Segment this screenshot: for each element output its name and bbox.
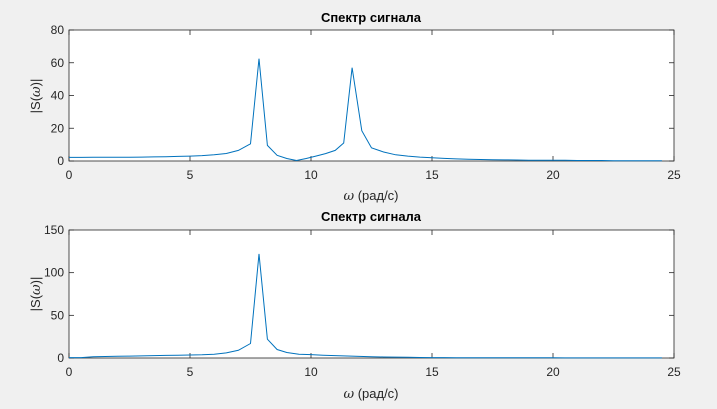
top-x-axis-label: ω (рад/с): [343, 188, 398, 204]
bottom-chart-title: Спектр сигнала: [321, 209, 422, 224]
top-x-tick-label: 0: [66, 168, 73, 182]
bottom-x-tick-label: 10: [304, 365, 318, 379]
top-chart-title: Спектр сигнала: [321, 10, 422, 25]
top-x-tick-label: 25: [667, 168, 681, 182]
bottom-x-ticks: 0 5 10 15 20 25: [66, 230, 681, 379]
bottom-spectrum-line: [69, 253, 662, 359]
top-y-tick-label: 40: [51, 89, 65, 103]
bottom-x-tick-label: 25: [667, 365, 681, 379]
bottom-axes: Спектр сигнала 0 50 100 150 0 5 10 15 20 25 ω (р…: [28, 209, 681, 402]
bottom-y-tick-label: 100: [44, 266, 64, 280]
top-x-ticks: 0 5 10 15 20 25: [66, 30, 681, 182]
bottom-y-tick-label: 50: [51, 308, 65, 322]
top-x-tick-label: 20: [546, 168, 560, 182]
top-y-tick-label: 60: [51, 56, 65, 70]
top-y-tick-label: 80: [51, 23, 65, 37]
top-x-tick-label: 15: [425, 168, 439, 182]
top-axes: Спектр сигнала 0 20 40 60 80 0 5 10 15 20 25 ω (р…: [28, 10, 681, 204]
bottom-x-tick-label: 15: [425, 365, 439, 379]
top-y-axis-label: |S(ω)|: [28, 79, 44, 114]
bottom-x-tick-label: 0: [66, 365, 73, 379]
top-y-ticks: 0 20 40 60 80: [51, 23, 674, 168]
bottom-y-tick-label: 150: [44, 223, 64, 237]
bottom-y-tick-label: 0: [57, 351, 64, 365]
bottom-x-tick-label: 20: [546, 365, 560, 379]
bottom-y-axis-label: |S(ω)|: [28, 277, 44, 312]
top-y-tick-label: 0: [57, 154, 64, 168]
top-plot-area: [68, 29, 675, 162]
bottom-x-axis-label: ω (рад/с): [343, 386, 398, 402]
bottom-x-tick-label: 5: [187, 365, 194, 379]
top-x-tick-label: 10: [304, 168, 318, 182]
bottom-plot-area: [68, 229, 675, 359]
bottom-y-ticks: 0 50 100 150: [44, 223, 674, 365]
top-x-tick-label: 5: [187, 168, 194, 182]
top-spectrum-line: [69, 58, 662, 162]
top-y-tick-label: 20: [51, 121, 65, 135]
